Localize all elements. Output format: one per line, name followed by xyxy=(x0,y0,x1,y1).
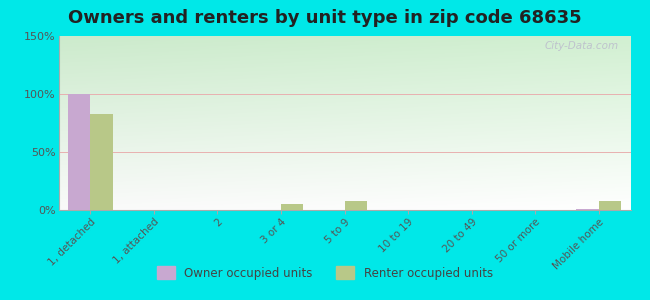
Bar xyxy=(599,201,621,210)
Bar xyxy=(344,201,367,210)
Legend: Owner occupied units, Renter occupied units: Owner occupied units, Renter occupied un… xyxy=(157,266,493,280)
Bar xyxy=(68,94,90,210)
Text: City-Data.com: City-Data.com xyxy=(545,41,619,51)
Bar xyxy=(577,209,599,210)
Bar xyxy=(281,204,303,210)
Text: Owners and renters by unit type in zip code 68635: Owners and renters by unit type in zip c… xyxy=(68,9,582,27)
Bar xyxy=(90,114,112,210)
